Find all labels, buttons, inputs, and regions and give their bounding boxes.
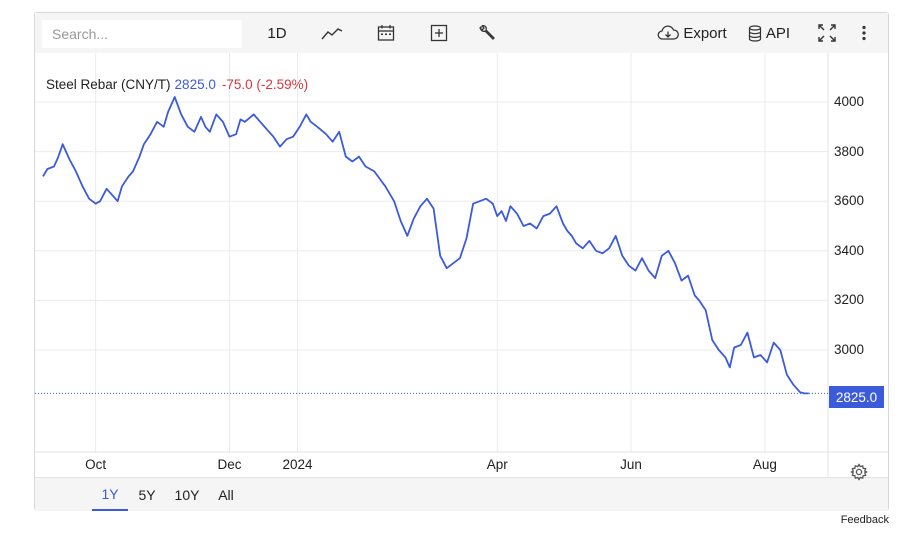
legend-price: 2825.0 xyxy=(174,77,216,92)
x-tick-label: Jun xyxy=(620,457,642,472)
range-button-10y[interactable]: 10Y xyxy=(174,486,200,503)
add-comparison-button[interactable] xyxy=(424,13,454,53)
more-vertical-icon xyxy=(862,25,866,41)
y-tick-label: 4000 xyxy=(834,94,865,109)
chart-plot-area[interactable] xyxy=(35,13,888,477)
fullscreen-icon xyxy=(818,24,836,42)
range-bar: 1Y 5Y 10Y All xyxy=(35,463,888,511)
chart-type-button[interactable] xyxy=(315,13,349,53)
interval-button[interactable]: 1D xyxy=(259,13,295,53)
cloud-download-icon xyxy=(657,25,680,40)
y-tick-label: 3600 xyxy=(834,193,865,209)
series-line xyxy=(42,96,809,395)
calendar-icon xyxy=(377,25,395,41)
fullscreen-button[interactable] xyxy=(813,13,841,53)
export-label: Export xyxy=(683,24,727,42)
legend-change: -75.0 (-2.59%) xyxy=(221,77,309,92)
x-tick-label: Oct xyxy=(85,457,107,472)
x-tick-label: Aug xyxy=(752,457,777,472)
y-tick-label: 3400 xyxy=(834,242,865,258)
feedback-link[interactable]: Feedback xyxy=(840,514,889,526)
date-range-button[interactable] xyxy=(371,13,401,53)
y-tick-label: 3000 xyxy=(834,342,865,357)
x-tick-label: Apr xyxy=(486,457,508,472)
toolbar: 1D xyxy=(35,13,888,53)
x-tick-label: 2024 xyxy=(282,457,313,472)
database-icon xyxy=(748,24,762,42)
range-button-all[interactable]: All xyxy=(218,486,234,503)
last-value-badge: 2825.0 xyxy=(829,386,884,408)
more-menu-button[interactable] xyxy=(853,13,875,53)
export-button[interactable]: Export xyxy=(655,13,729,53)
legend-series-name: Steel Rebar (CNY/T) xyxy=(46,77,171,92)
x-tick-label: Dec xyxy=(217,457,242,472)
add-comparison-icon xyxy=(430,24,448,42)
range-button-5y[interactable]: 5Y xyxy=(138,486,156,503)
wrench-icon xyxy=(479,25,495,40)
chart-widget: 1D xyxy=(34,12,889,511)
y-tick-label: 3200 xyxy=(834,292,865,308)
range-button-1y[interactable]: 1Y xyxy=(92,478,128,511)
settings-tool-button[interactable] xyxy=(472,13,502,53)
line-chart-icon xyxy=(321,28,343,40)
interval-label: 1D xyxy=(267,24,287,42)
chart-legend: Steel Rebar (CNY/T) 2825.0 -75.0 (-2.59%) xyxy=(46,77,308,92)
api-label: API xyxy=(765,24,791,42)
api-button[interactable]: API xyxy=(743,13,795,53)
search-input[interactable] xyxy=(42,20,242,48)
gear-icon[interactable] xyxy=(850,463,868,481)
y-tick-label: 3800 xyxy=(834,143,865,159)
